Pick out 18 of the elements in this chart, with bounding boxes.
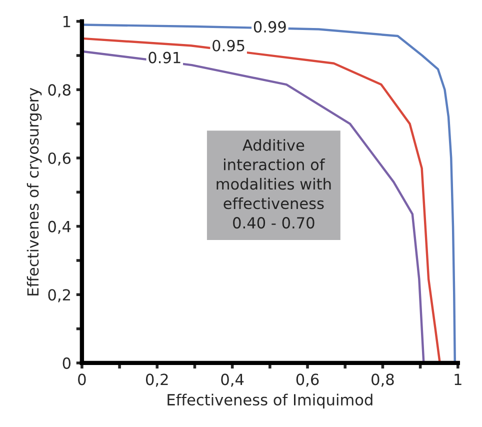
x-tick-label: 0,6 — [296, 374, 319, 387]
y-tick-label: 0,2 — [48, 289, 70, 302]
x-axis-title: Effectiveness of Imiquimod — [168, 394, 372, 408]
annotation: 0.95 — [212, 40, 244, 52]
annotation: Additive interaction of modalities with effectiveness 0.40 - 0.70 — [216, 139, 331, 229]
annotation: 0.99 — [254, 21, 286, 33]
y-tick-label: 0 — [62, 357, 71, 369]
x-tick-label: 0,2 — [146, 374, 168, 387]
y-axis-title: Effectivenes of cryosurgery — [26, 88, 42, 296]
x-tick-label: 0,4 — [221, 374, 244, 387]
y-tick-label: 1 — [63, 16, 70, 28]
x-tick-label: 0,8 — [372, 374, 394, 387]
y-tick-label: 0,6 — [48, 152, 71, 166]
annotation: 0.91 — [148, 52, 180, 64]
y-tick-label: 0,4 — [48, 220, 71, 234]
x-tick-label: 0 — [78, 374, 86, 386]
x-tick-label: 1 — [454, 374, 462, 385]
y-tick-label: 0,8 — [48, 84, 70, 98]
